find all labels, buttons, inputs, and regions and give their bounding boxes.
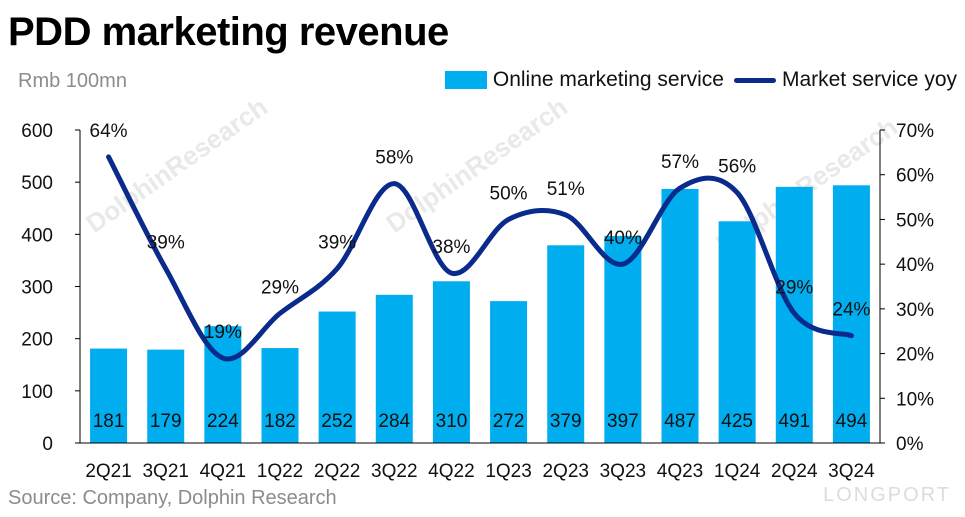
line-data-label: 40% [604,228,642,249]
bar-data-label: 252 [321,411,353,432]
line-data-label: 29% [775,277,813,298]
bar-data-label: 224 [207,411,239,432]
bar [261,348,299,443]
line-data-label: 64% [90,121,128,142]
y-tick-label-right: 40% [896,255,934,276]
line-data-label: 19% [204,322,242,343]
y-tick-label-left: 500 [21,173,53,194]
y-tick-label-right: 70% [896,121,934,142]
bar [718,221,756,443]
bar-data-label: 379 [550,411,582,432]
bar [661,188,699,443]
y-tick-label-left: 100 [21,382,53,403]
bar-data-label: 491 [778,411,810,432]
bar-data-label: 272 [493,411,525,432]
x-tick-label: 4Q23 [657,461,703,482]
legend: Online marketing service Market service … [435,68,957,92]
y-tick-label-right: 10% [896,389,934,410]
y-tick-label-right: 50% [896,210,934,231]
source-note: Source: Company, Dolphin Research [8,487,337,509]
bar-data-label: 179 [150,411,182,432]
bar [832,185,870,443]
x-tick-label: 1Q23 [485,461,531,482]
y-tick-label-right: 30% [896,300,934,321]
y-tick-label-right: 20% [896,345,934,366]
x-tick-label: 4Q21 [200,461,246,482]
bar [318,311,356,443]
x-tick-label: 1Q24 [714,461,761,482]
yoy-line [106,154,854,362]
legend-item-line: Market service yoy [733,68,957,92]
bar-data-label: 487 [664,411,696,432]
line-data-label: 58% [375,148,413,169]
brand-logo: LONGPORT [823,484,951,506]
legend-item-bar: Online marketing service [444,68,724,92]
bar [375,294,413,443]
line-data-label: 56% [718,157,756,178]
bar-data-label: 284 [378,411,410,432]
chart-title: PDD marketing revenue [8,10,449,54]
x-tick-label: 2Q24 [771,461,818,482]
x-tick-label: 4Q22 [428,461,474,482]
y-tick-label-right: 60% [896,166,934,187]
x-tick-label: 3Q24 [828,461,875,482]
unit-label: Rmb 100mn [18,70,127,92]
line-data-label: 39% [147,233,185,254]
bar [490,301,528,443]
y-tick-label-left: 600 [21,121,53,142]
y-tick-label-left: 200 [21,330,53,351]
x-tick-label: 1Q22 [257,461,303,482]
bar [432,281,470,443]
bar [147,349,185,443]
x-tick-label: 2Q22 [314,461,360,482]
y-tick-label-left: 400 [21,225,53,246]
legend-line-label: Market service yoy [781,68,957,91]
y-tick-label-left: 300 [21,278,53,299]
bar-data-label: 182 [264,411,296,432]
line-data-label: 50% [490,183,528,204]
y-tick-label-left: 0 [42,434,53,455]
bar [604,235,642,443]
x-tick-label: 2Q21 [85,461,131,482]
legend-bar-label: Online marketing service [492,68,724,91]
bar-data-label: 494 [836,411,868,432]
bar-data-label: 397 [607,411,639,432]
x-tick-label: 3Q22 [371,461,417,482]
line-data-label: 51% [547,179,585,200]
bar-data-label: 181 [93,411,125,432]
legend-bar-swatch [444,71,487,89]
x-tick-label: 3Q21 [142,461,188,482]
x-tick-label: 3Q23 [600,461,646,482]
bar [547,245,585,443]
y-tick-label-right: 0% [896,434,924,455]
line-data-label: 38% [432,237,470,258]
bar-data-label: 310 [436,411,468,432]
bar-data-label: 425 [721,411,753,432]
bar [90,348,128,443]
legend-line-swatch [733,77,776,83]
line-data-label: 39% [318,233,356,254]
line-data-label: 24% [832,300,870,321]
line-data-label: 57% [661,152,699,173]
line-data-label: 29% [261,277,299,298]
x-tick-label: 2Q23 [542,461,588,482]
